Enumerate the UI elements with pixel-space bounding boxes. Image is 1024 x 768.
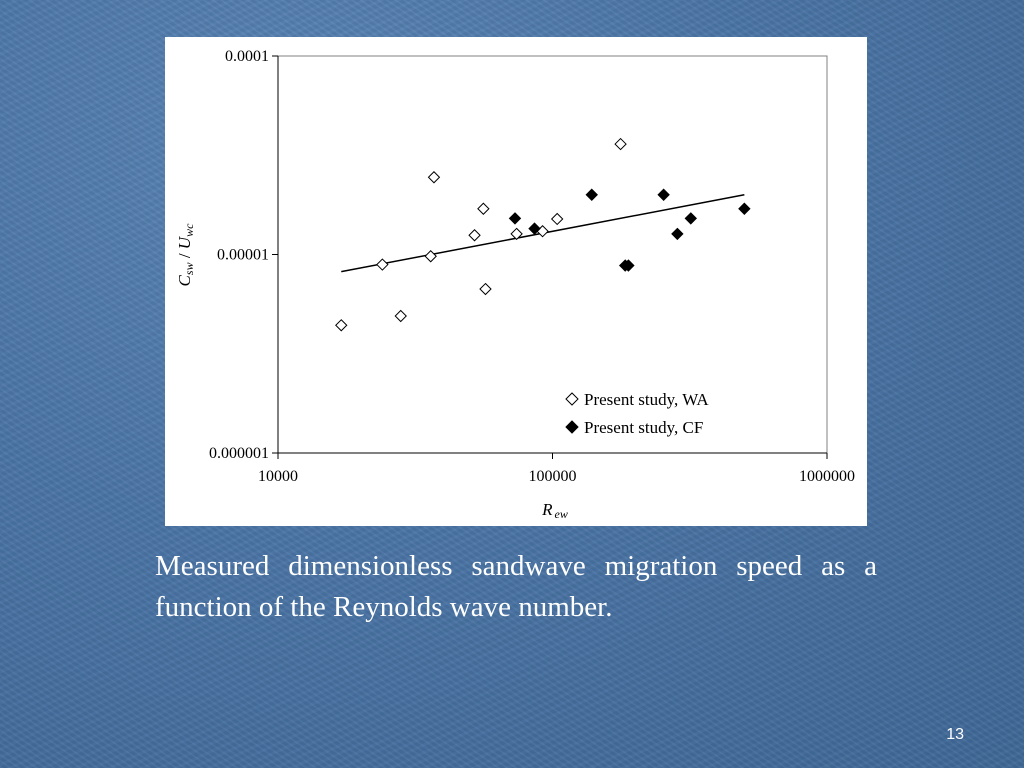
chart-legend: Present study, WA Present study, CF — [565, 390, 709, 437]
y-tick-label: 0.00001 — [217, 247, 269, 264]
page-number: 13 — [946, 726, 964, 743]
data-point-cf — [585, 188, 598, 201]
data-point-wa — [510, 227, 523, 241]
data-point-cf — [738, 202, 751, 215]
y-axis-label: Csw / Uwc — [175, 223, 196, 287]
x-tick-label: 10000 — [258, 468, 298, 485]
legend-marker-cf — [565, 420, 579, 434]
y-tick-label: 0.000001 — [209, 445, 269, 462]
chart-panel: 10000 100000 1000000 0.000001 0.00001 0.0001 … — [165, 37, 867, 526]
y-tick-label: 0.0001 — [225, 48, 269, 65]
data-point-cf — [508, 212, 522, 225]
legend-label-wa: Present study, WA — [584, 390, 709, 409]
data-point-wa — [479, 282, 492, 296]
axis-ticks: 10000 100000 1000000 0.000001 0.00001 0.0001 — [209, 48, 855, 485]
data-point-cf — [684, 212, 697, 225]
data-point-wa — [427, 171, 441, 184]
data-point-cf — [528, 222, 541, 235]
x-tick-label: 100000 — [529, 468, 577, 485]
data-point-wa — [468, 229, 481, 242]
data-point-cf — [671, 227, 684, 241]
legend-label-cf: Present study, CF — [584, 418, 703, 437]
plot-area-border — [277, 55, 828, 454]
data-point-wa — [614, 137, 627, 151]
data-points — [335, 137, 751, 332]
data-point-wa — [550, 212, 564, 226]
data-point-cf — [657, 188, 670, 201]
data-point-cf — [622, 259, 635, 272]
data-point-wa — [376, 258, 389, 271]
data-point-wa — [394, 309, 407, 323]
data-point-wa — [335, 319, 348, 332]
data-point-wa — [477, 202, 490, 215]
slide-caption: Measured dimensionless sandwave migratio… — [155, 550, 877, 623]
data-point-wa — [424, 250, 437, 263]
x-tick-label: 1000000 — [799, 468, 855, 485]
scatter-chart: 10000 100000 10000000.0000010.000010.0001 … — [175, 48, 855, 521]
legend-marker-wa — [565, 392, 579, 406]
